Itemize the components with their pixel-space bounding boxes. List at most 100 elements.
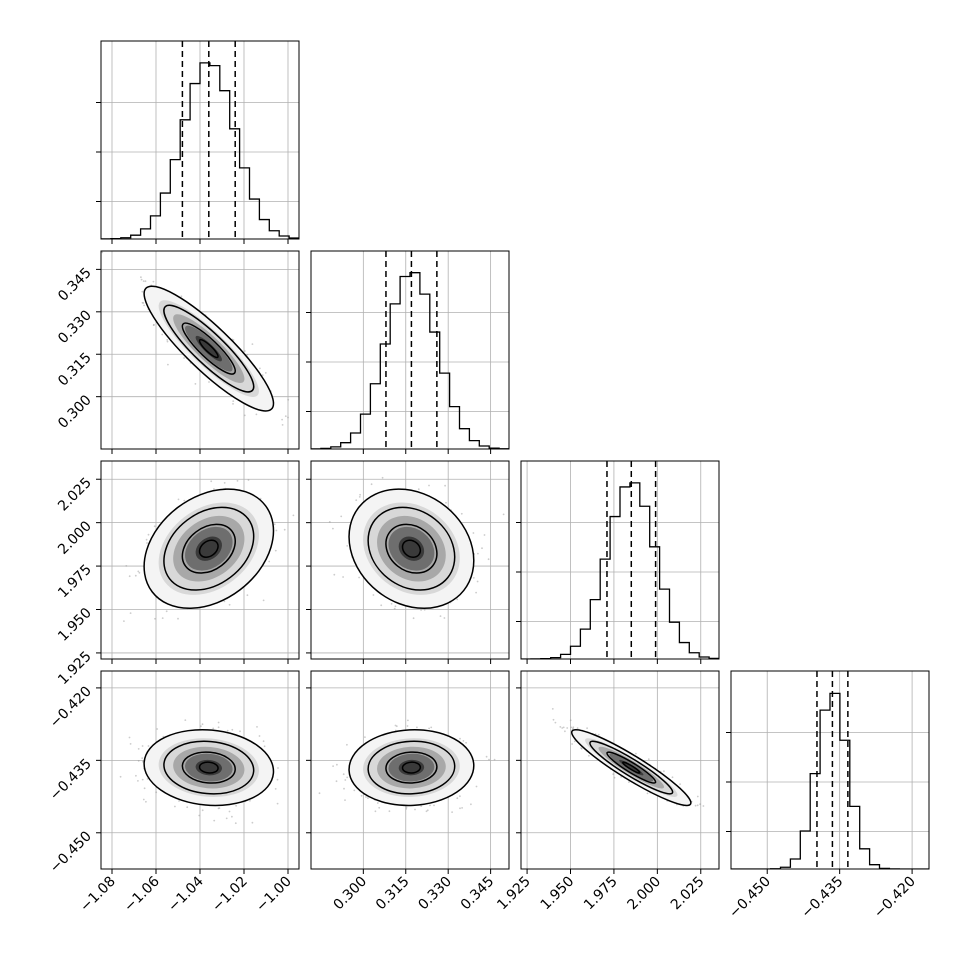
panel-2-1 xyxy=(306,460,510,664)
contour-line xyxy=(348,488,475,610)
sample-point xyxy=(390,602,393,605)
panel-content xyxy=(521,461,719,659)
sample-point xyxy=(281,418,283,421)
sample-point xyxy=(477,552,479,555)
sample-point xyxy=(559,726,562,728)
sample-point xyxy=(381,476,384,479)
sample-point xyxy=(481,547,483,550)
contour-line xyxy=(385,751,438,784)
sample-point xyxy=(235,804,238,807)
sample-point xyxy=(246,594,249,597)
sample-point xyxy=(696,804,699,807)
sample-point xyxy=(140,276,142,279)
sample-point xyxy=(244,350,246,352)
sample-point xyxy=(429,804,431,807)
sample-point xyxy=(475,591,477,594)
sample-point xyxy=(143,304,146,307)
sample-point xyxy=(394,605,397,608)
sample-point xyxy=(154,617,156,620)
sample-point xyxy=(274,549,277,552)
sample-point xyxy=(367,797,369,799)
sample-point xyxy=(702,805,705,807)
sample-point xyxy=(456,797,459,800)
sample-point xyxy=(428,727,430,730)
panel-content xyxy=(101,251,299,449)
sample-point xyxy=(378,806,381,809)
sample-point xyxy=(262,599,265,602)
sample-point xyxy=(374,810,377,813)
x-tick-label: −0.435 xyxy=(799,874,847,922)
y-tick-label: −0.420 xyxy=(47,683,95,731)
sample-point xyxy=(183,357,186,359)
sample-point xyxy=(259,367,261,370)
sample-point xyxy=(123,620,125,622)
contour-line xyxy=(163,506,255,591)
sample-point xyxy=(268,560,271,563)
contour-line xyxy=(622,761,641,774)
sample-point xyxy=(246,353,249,356)
sample-point xyxy=(576,727,579,729)
sample-point xyxy=(141,290,144,293)
contour-line xyxy=(143,488,275,610)
sample-point xyxy=(236,480,239,482)
x-tick-label: −1.04 xyxy=(165,873,207,915)
sample-point xyxy=(135,774,137,777)
sample-point xyxy=(346,743,348,746)
sample-point xyxy=(439,615,442,617)
sample-point xyxy=(483,534,486,536)
sample-point xyxy=(138,571,141,574)
sample-point xyxy=(166,340,169,343)
sample-point xyxy=(426,809,429,812)
sample-point xyxy=(184,719,187,721)
sample-point xyxy=(287,398,290,401)
sample-point xyxy=(119,775,122,778)
sample-point xyxy=(459,795,461,798)
sample-point xyxy=(258,735,261,737)
x-tick-label: −0.420 xyxy=(871,874,919,922)
x-tick-label: −0.450 xyxy=(726,874,774,922)
sample-point xyxy=(405,806,408,809)
contour-line xyxy=(606,751,657,784)
sample-point xyxy=(201,809,204,812)
contour-line xyxy=(367,506,456,591)
sample-point xyxy=(613,776,616,779)
sample-point xyxy=(346,545,349,547)
sample-point xyxy=(344,779,347,781)
sample-point xyxy=(561,727,564,729)
x-tick-label: 1.925 xyxy=(494,874,534,914)
sample-point xyxy=(588,754,590,757)
sample-point xyxy=(318,792,321,795)
density-fill xyxy=(195,536,222,561)
panel-1-0 xyxy=(96,250,300,454)
sample-point xyxy=(342,576,344,578)
panel-frame xyxy=(520,460,720,660)
sample-point xyxy=(430,726,433,729)
sample-point xyxy=(200,725,202,728)
sample-point xyxy=(332,765,334,767)
sample-point xyxy=(333,573,336,576)
contour-line xyxy=(570,728,692,807)
x-tick-label: 0.315 xyxy=(373,874,413,914)
sample-point xyxy=(137,760,140,762)
sample-point xyxy=(145,800,147,803)
sample-point xyxy=(134,574,137,577)
sample-point xyxy=(141,745,144,747)
sample-point xyxy=(231,815,233,818)
sample-point xyxy=(428,484,430,487)
x-tick-label: 1.975 xyxy=(581,874,621,914)
sample-point xyxy=(251,821,254,824)
sample-point xyxy=(572,726,575,729)
sample-point xyxy=(125,565,128,567)
sample-point xyxy=(663,770,665,773)
contour-line xyxy=(589,740,674,795)
panel-3-1 xyxy=(306,670,510,874)
sample-point xyxy=(213,819,216,822)
sample-point xyxy=(263,745,266,748)
sample-point xyxy=(459,737,461,740)
sample-point xyxy=(342,773,345,776)
x-tick-label: 1.950 xyxy=(538,874,578,914)
sample-point xyxy=(358,496,361,498)
panel-content xyxy=(101,461,299,659)
sample-point xyxy=(460,512,463,515)
sample-point xyxy=(472,532,475,534)
